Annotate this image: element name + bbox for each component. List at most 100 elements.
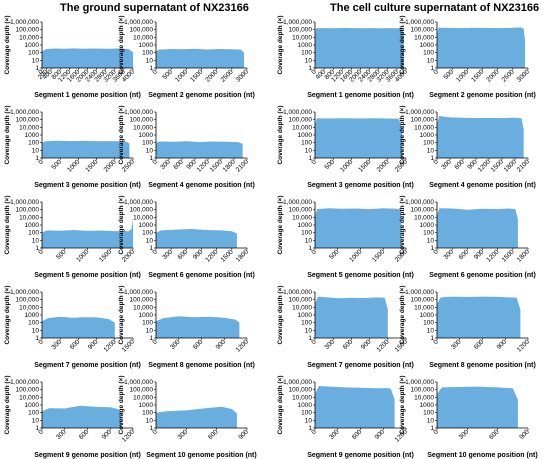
x-tick-label: 300 (328, 428, 341, 441)
x-tick-label: 2500 (220, 68, 235, 83)
y-tick-label: 100,000 (289, 387, 313, 394)
x-tick-label: 600 (192, 338, 205, 351)
y-tick-label: 100 (28, 50, 39, 57)
x-tick-label: 600 (207, 428, 220, 441)
y-axis-title: Coverage depth (×) (399, 375, 406, 434)
y-tick-label: 1,000,000 (283, 19, 312, 26)
y-axis-title: Coverage depth (×) (277, 105, 284, 164)
x-tick-label: 500 (442, 68, 455, 81)
x-axis-title: Segment 10 genome position (nt) (427, 452, 537, 459)
y-tick-label: 100,000 (289, 117, 313, 124)
x-tick-label: 600 (78, 428, 91, 441)
x-tick-label: 300 (323, 338, 336, 351)
y-tick-label: 1000 (420, 312, 435, 319)
coverage-area (315, 386, 395, 428)
y-tick-label: 10,000 (292, 394, 312, 401)
y-tick-label: 10,000 (414, 124, 434, 131)
y-tick-label: 1000 (420, 42, 435, 49)
y-tick-label: 10,000 (292, 124, 312, 131)
y-tick-label: 100,000 (289, 207, 313, 214)
x-axis-title: Segment 7 genome position (nt) (307, 362, 414, 369)
y-tick-label: 1,000,000 (10, 109, 39, 116)
y-tick-label: 1000 (298, 402, 313, 409)
x-tick-label: 600 (473, 338, 486, 351)
x-tick-label: 1500 (189, 68, 204, 83)
y-tick-label: 1 (149, 425, 153, 432)
y-tick-label: 1,000,000 (124, 289, 153, 296)
x-axis-title: Segment 4 genome position (nt) (429, 182, 536, 189)
x-tick-label: 2000 (376, 158, 391, 173)
y-tick-label: 10,000 (292, 304, 312, 311)
x-tick-label: 1200 (103, 338, 118, 353)
x-tick-label: 0 (37, 338, 45, 346)
y-axis-title: Coverage depth (×) (118, 105, 125, 164)
x-tick-label: 500 (50, 158, 63, 171)
x-axis-title: Segment 5 genome position (nt) (307, 272, 414, 279)
y-axis-title: Coverage depth (×) (4, 285, 11, 344)
x-tick-label: 900 (237, 428, 250, 441)
x-tick-label: 500 (55, 248, 68, 261)
y-tick-label: 100,000 (411, 387, 435, 394)
x-tick-label: 300 (458, 428, 471, 441)
x-tick-label: 0 (310, 248, 318, 256)
y-tick-label: 10 (305, 57, 313, 64)
x-tick-label: 300 (177, 428, 190, 441)
x-tick-label: 0 (432, 338, 440, 346)
coverage-area (42, 316, 115, 338)
y-tick-label: 10 (427, 417, 435, 424)
x-tick-label: 900 (374, 428, 387, 441)
y-axis-title: Coverage depth (×) (277, 285, 284, 344)
y-tick-label: 1,000,000 (405, 19, 434, 26)
x-axis-title: Segment 10 genome position (nt) (146, 452, 256, 459)
y-tick-label: 1,000,000 (10, 19, 39, 26)
y-tick-label: 10 (32, 417, 40, 424)
x-tick-label: 0 (37, 428, 45, 436)
y-tick-label: 10,000 (133, 214, 153, 221)
x-tick-label: 2000 (103, 158, 118, 173)
y-tick-label: 1 (308, 425, 312, 432)
y-tick-label: 100 (301, 230, 312, 237)
y-tick-label: 1 (430, 425, 434, 432)
y-tick-label: 100,000 (16, 117, 40, 124)
x-tick-label: 1200 (196, 158, 211, 173)
y-axis-title: Coverage depth (×) (399, 105, 406, 164)
x-axis-title: Segment 3 genome position (nt) (34, 182, 141, 189)
y-tick-label: 1 (149, 335, 153, 342)
x-tick-label: 1800 (222, 158, 237, 173)
y-axis-title: Coverage depth (×) (399, 195, 406, 254)
x-tick-label: 0 (432, 248, 440, 256)
x-tick-label: 600 (342, 338, 355, 351)
y-tick-label: 1 (35, 335, 39, 342)
y-tick-label: 10 (32, 57, 40, 64)
y-tick-label: 1,000,000 (283, 109, 312, 116)
y-tick-label: 100,000 (16, 297, 40, 304)
y-tick-label: 10,000 (414, 394, 434, 401)
y-tick-label: 10 (146, 417, 154, 424)
y-axis-title: Coverage depth (×) (118, 195, 125, 254)
y-tick-label: 100 (142, 230, 153, 237)
x-tick-label: 1000 (339, 158, 354, 173)
y-axis-title: Coverage depth (×) (399, 285, 406, 344)
y-tick-label: 1,000,000 (10, 379, 39, 386)
y-tick-label: 100 (142, 140, 153, 147)
coverage-area (437, 386, 518, 428)
y-tick-label: 1 (308, 155, 312, 162)
y-tick-label: 10,000 (133, 124, 153, 131)
x-tick-label: 0 (151, 158, 159, 166)
y-tick-label: 1,000,000 (405, 199, 434, 206)
x-tick-label: 500 (161, 68, 174, 81)
y-tick-label: 100,000 (411, 27, 435, 34)
y-tick-label: 1,000,000 (124, 109, 153, 116)
y-tick-label: 1000 (298, 132, 313, 139)
x-tick-label: 1800 (503, 158, 518, 173)
y-tick-label: 1,000,000 (283, 379, 312, 386)
x-tick-label: 0 (432, 68, 440, 76)
y-tick-label: 10,000 (19, 124, 39, 131)
y-tick-label: 100,000 (130, 207, 154, 214)
x-axis-title: Segment 2 genome position (nt) (148, 92, 255, 99)
y-axis-title: Coverage depth (×) (399, 15, 406, 74)
x-tick-label: 500 (328, 248, 341, 261)
x-axis-title: Segment 9 genome position (nt) (307, 452, 414, 459)
